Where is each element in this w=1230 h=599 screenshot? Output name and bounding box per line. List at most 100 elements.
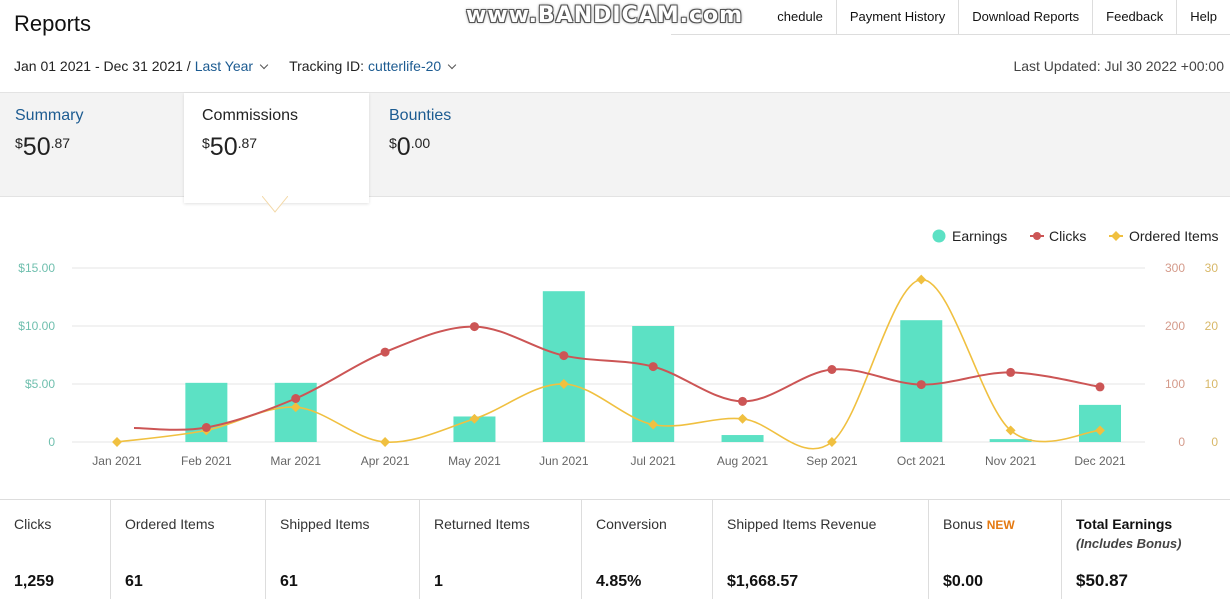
clicks-point bbox=[916, 380, 926, 390]
tab-bounties[interactable]: Bounties $ 0 .00 bbox=[374, 93, 558, 198]
stat-label: Total Earnings bbox=[1076, 516, 1173, 532]
tab-commissions[interactable]: Commissions $ 50 .87 bbox=[184, 93, 369, 203]
clicks-point bbox=[201, 423, 211, 432]
clicks-point bbox=[1095, 382, 1105, 392]
right-axis-tick: 10 bbox=[1205, 377, 1219, 391]
tracking-id-value: cutterlife-20 bbox=[368, 58, 442, 74]
earnings-bar bbox=[721, 435, 764, 442]
stat-bonus: Bonus NEW $0.00 bbox=[929, 500, 1062, 599]
nav-help[interactable]: Help bbox=[1176, 0, 1230, 34]
period-dropdown[interactable]: Last Year bbox=[194, 58, 269, 74]
x-axis-tick: May 2021 bbox=[448, 454, 501, 468]
ordered-items-point bbox=[916, 274, 927, 285]
tab-summary[interactable]: Summary $ 50 .87 bbox=[0, 93, 184, 198]
legend-clicks-marker bbox=[1033, 232, 1041, 240]
ordered-items-line bbox=[116, 278, 1101, 450]
nav-download-reports[interactable]: Download Reports bbox=[958, 0, 1092, 34]
tab-summary-label: Summary bbox=[15, 107, 84, 124]
stat-label: Conversion bbox=[596, 516, 667, 532]
stat-value: 61 bbox=[125, 573, 143, 590]
right-axis-tick: 20 bbox=[1205, 319, 1219, 333]
stat-value: 4.85% bbox=[596, 573, 642, 590]
x-axis-tick: Oct 2021 bbox=[897, 454, 946, 468]
clicks-point bbox=[1006, 367, 1016, 377]
legend-earnings-marker bbox=[932, 229, 946, 243]
amount-whole: 50 bbox=[22, 133, 51, 161]
x-axis-tick: Feb 2021 bbox=[181, 454, 232, 468]
left-axis-tick: 0 bbox=[48, 435, 55, 449]
stat-value: 1,259 bbox=[14, 573, 55, 590]
x-axis-tick: Mar 2021 bbox=[270, 454, 321, 468]
stat-value: 61 bbox=[280, 573, 298, 590]
nav-payment-history[interactable]: Payment History bbox=[835, 0, 958, 34]
clicks-point bbox=[559, 351, 569, 361]
stat-label: Returned Items bbox=[434, 516, 530, 532]
x-axis-tick: Apr 2021 bbox=[361, 454, 410, 468]
earnings-bar bbox=[989, 439, 1032, 442]
currency-symbol: $ bbox=[202, 135, 210, 151]
legend-clicks-label: Clicks bbox=[1049, 228, 1086, 244]
x-axis-tick: Aug 2021 bbox=[717, 454, 769, 468]
ordered-items-point bbox=[1005, 425, 1016, 436]
tab-bounties-label: Bounties bbox=[389, 107, 452, 124]
legend-ordered-marker bbox=[1111, 231, 1121, 241]
x-axis-tick: Jan 2021 bbox=[92, 454, 142, 468]
right-axis-tick: 30 bbox=[1205, 261, 1219, 275]
currency-symbol: $ bbox=[15, 135, 23, 151]
filter-row: Jan 01 2021 - Dec 31 2021 / Last Year Tr… bbox=[14, 58, 457, 74]
left-axis-tick: $15.00 bbox=[18, 261, 55, 275]
amount-whole: 0 bbox=[396, 133, 411, 161]
right-axis-tick: 0 bbox=[1178, 435, 1185, 449]
active-tab-pointer-icon bbox=[262, 196, 288, 213]
earnings-chart: $15.00 $10.00 $5.00 0 300 200 100 0 30 20 10 0 Jan 2… bbox=[0, 218, 1230, 478]
stat-clicks: Clicks 1,259 bbox=[0, 500, 111, 599]
tracking-label: Tracking ID: bbox=[289, 58, 365, 74]
right-axis-tick: 300 bbox=[1165, 261, 1185, 275]
earnings-bar bbox=[542, 291, 585, 442]
stat-value: $0.00 bbox=[943, 573, 984, 590]
clicks-point bbox=[738, 396, 748, 406]
right-axis-tick: 0 bbox=[1211, 435, 1218, 449]
period-label: Last Year bbox=[194, 58, 254, 74]
ordered-items-point bbox=[826, 437, 837, 447]
legend-earnings-label: Earnings bbox=[952, 228, 1007, 244]
stat-conversion: Conversion 4.85% bbox=[582, 500, 713, 599]
earnings-bar bbox=[1079, 404, 1121, 442]
tabs-band: Summary $ 50 .87 Commissions $ 50 .87 Bo… bbox=[0, 92, 1230, 203]
stat-shipped-items: Shipped Items 61 bbox=[266, 500, 420, 599]
amount-cents: .87 bbox=[237, 135, 258, 151]
stat-label: Ordered Items bbox=[125, 516, 215, 532]
right-axis-tick: 200 bbox=[1165, 319, 1185, 333]
page-title: Reports bbox=[14, 11, 92, 36]
stat-returned-items: Returned Items 1 bbox=[420, 500, 582, 599]
stat-value: $1,668.57 bbox=[727, 573, 799, 590]
tab-commissions-amount: $ 50 .87 bbox=[202, 133, 355, 162]
left-axis-tick: $5.00 bbox=[25, 377, 55, 391]
currency-symbol: $ bbox=[389, 135, 397, 151]
nav-payment-schedule[interactable]: chedule bbox=[777, 9, 823, 24]
tab-summary-amount: $ 50 .87 bbox=[15, 133, 170, 162]
ordered-items-point bbox=[290, 402, 301, 413]
stat-label: Shipped Items bbox=[280, 516, 370, 532]
nav-feedback[interactable]: Feedback bbox=[1092, 0, 1176, 34]
stat-label: Clicks bbox=[14, 516, 52, 532]
stat-sublabel: (Includes Bonus) bbox=[1076, 536, 1182, 551]
stat-value: 1 bbox=[434, 573, 443, 590]
stat-total-earnings: Total Earnings (Includes Bonus) $50.87 bbox=[1062, 500, 1230, 599]
date-range: Jan 01 2021 - Dec 31 2021 / bbox=[14, 58, 191, 74]
tracking-id-dropdown[interactable]: cutterlife-20 bbox=[368, 58, 457, 74]
stat-shipped-revenue: Shipped Items Revenue $1,668.57 bbox=[713, 500, 929, 599]
x-axis-tick: Dec 2021 bbox=[1074, 454, 1126, 468]
x-axis-tick: Jun 2021 bbox=[539, 454, 589, 468]
legend-ordered-label: Ordered Items bbox=[1129, 228, 1218, 244]
amount-cents: .87 bbox=[50, 135, 71, 151]
ordered-items-point bbox=[112, 437, 122, 447]
stat-label: Shipped Items Revenue bbox=[727, 516, 877, 532]
clicks-point bbox=[291, 394, 301, 403]
stat-label: Bonus NEW bbox=[943, 516, 1061, 532]
chevron-down-icon bbox=[447, 60, 457, 70]
ordered-items-point bbox=[469, 413, 480, 424]
clicks-point bbox=[827, 365, 837, 374]
clicks-point bbox=[648, 362, 658, 372]
